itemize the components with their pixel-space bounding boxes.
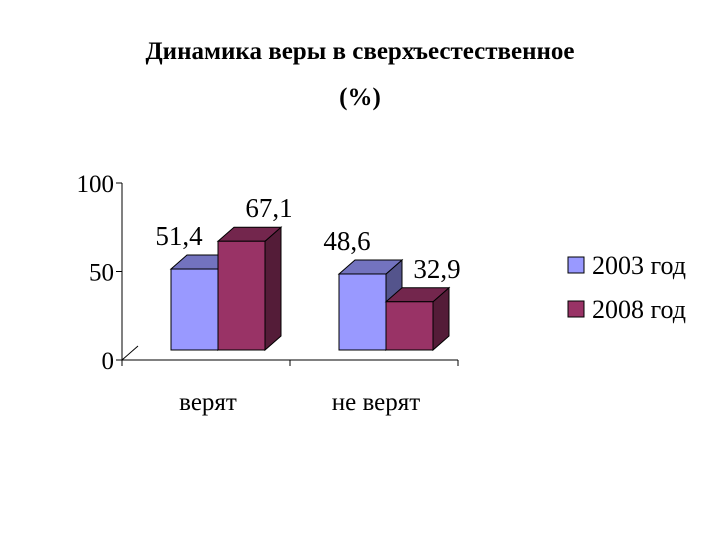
chart-title: Динамика веры в сверхъестественное	[145, 38, 575, 65]
legend-label: 2008 год	[592, 295, 686, 324]
y-tick-label: 100	[77, 171, 115, 198]
bar	[216, 226, 283, 352]
data-label: 67,1	[245, 193, 292, 223]
x-tick-label: верят	[179, 389, 237, 416]
legend-swatch	[567, 300, 585, 318]
data-label: 32,9	[413, 254, 460, 284]
data-label: 51,4	[155, 221, 203, 251]
y-tick-label: 50	[89, 260, 114, 287]
floor-edge	[121, 345, 139, 361]
legend-label: 2003 год	[592, 251, 686, 280]
data-label: 48,6	[323, 226, 370, 256]
x-tick-label: не верят	[332, 389, 420, 416]
y-tick-label: 0	[102, 348, 115, 375]
legend-swatch	[567, 256, 585, 274]
bar	[384, 286, 451, 352]
chart-title-unit: (%)	[339, 84, 381, 111]
